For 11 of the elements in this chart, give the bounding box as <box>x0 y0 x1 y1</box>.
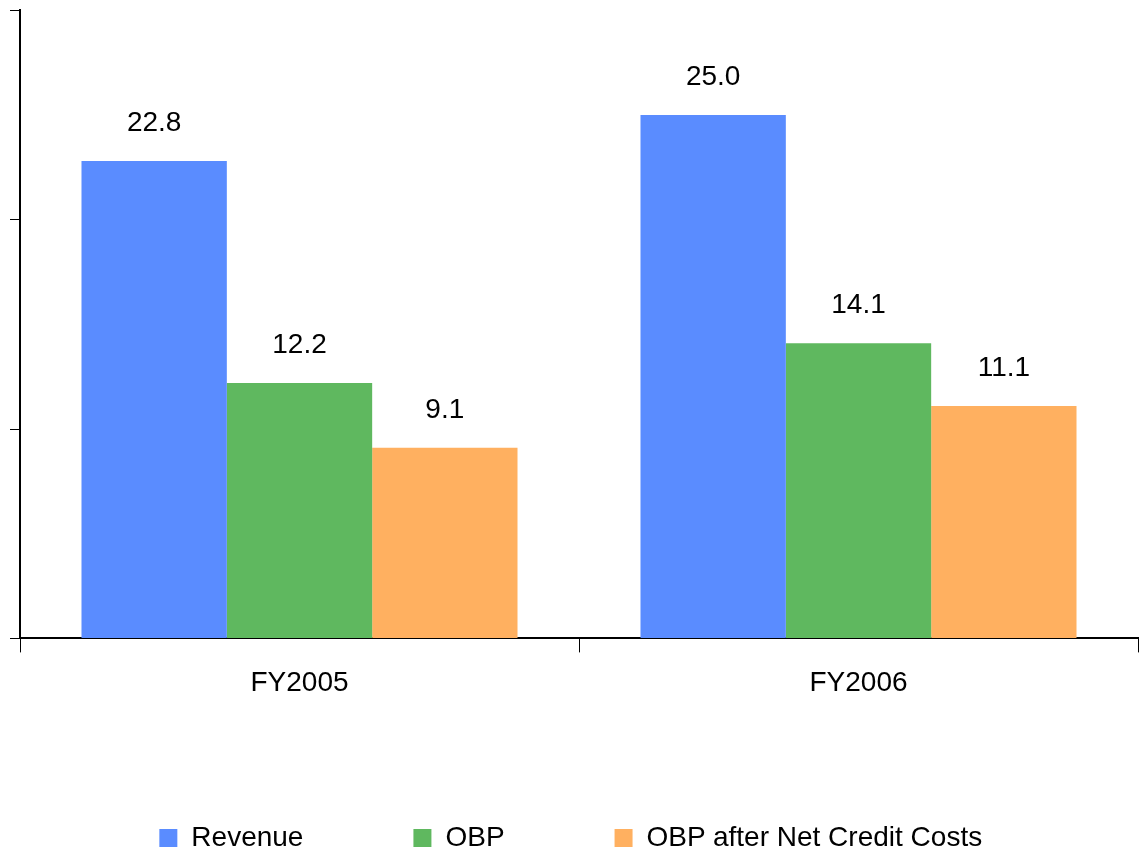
data-label: 14.1 <box>831 287 886 319</box>
legend-label: OBP <box>445 820 505 852</box>
x-tick-label: FY2006 <box>809 665 908 697</box>
data-label: 9.1 <box>425 392 465 424</box>
legend-label: Revenue <box>191 820 304 852</box>
legend-label: OBP after Net Credit Costs <box>646 820 983 852</box>
data-label: 12.2 <box>272 327 327 359</box>
data-label: 22.8 <box>126 105 182 137</box>
data-label: 11.1 <box>977 350 1031 382</box>
x-tick-label: FY2005 <box>250 665 349 697</box>
data-label: 25.0 <box>685 59 741 91</box>
